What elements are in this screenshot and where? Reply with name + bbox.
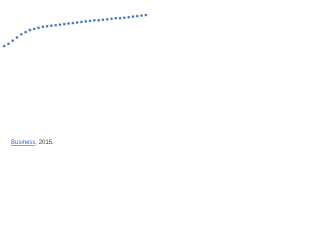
- point: [67, 22, 70, 25]
- point: [127, 15, 130, 19]
- point: [140, 14, 143, 17]
- chart: Business, 2015.: [2, 13, 148, 146]
- point: [131, 15, 135, 18]
- point: [110, 17, 113, 21]
- point: [50, 24, 53, 27]
- point: [88, 19, 92, 23]
- point: [144, 13, 148, 17]
- caption: Business, 2015.: [11, 140, 54, 146]
- caption-text: , 2015.: [35, 140, 54, 146]
- point: [93, 19, 96, 22]
- point: [45, 24, 49, 28]
- point: [2, 44, 6, 48]
- point: [135, 14, 139, 18]
- point: [123, 16, 126, 19]
- point: [11, 39, 15, 42]
- point: [7, 42, 10, 46]
- point: [101, 18, 105, 22]
- point: [84, 20, 88, 23]
- point: [15, 36, 19, 39]
- point: [41, 25, 45, 29]
- point: [75, 21, 79, 24]
- point: [71, 21, 75, 25]
- point: [32, 27, 36, 31]
- point: [24, 30, 27, 34]
- point: [118, 16, 122, 20]
- point: [114, 16, 118, 20]
- point: [28, 28, 32, 32]
- point: [105, 17, 109, 21]
- point: [58, 23, 62, 26]
- point: [97, 19, 100, 22]
- point: [37, 26, 40, 30]
- point: [20, 32, 23, 36]
- caption-link[interactable]: Business: [11, 140, 35, 146]
- point: [54, 23, 57, 27]
- point: [80, 20, 83, 24]
- point: [62, 22, 66, 26]
